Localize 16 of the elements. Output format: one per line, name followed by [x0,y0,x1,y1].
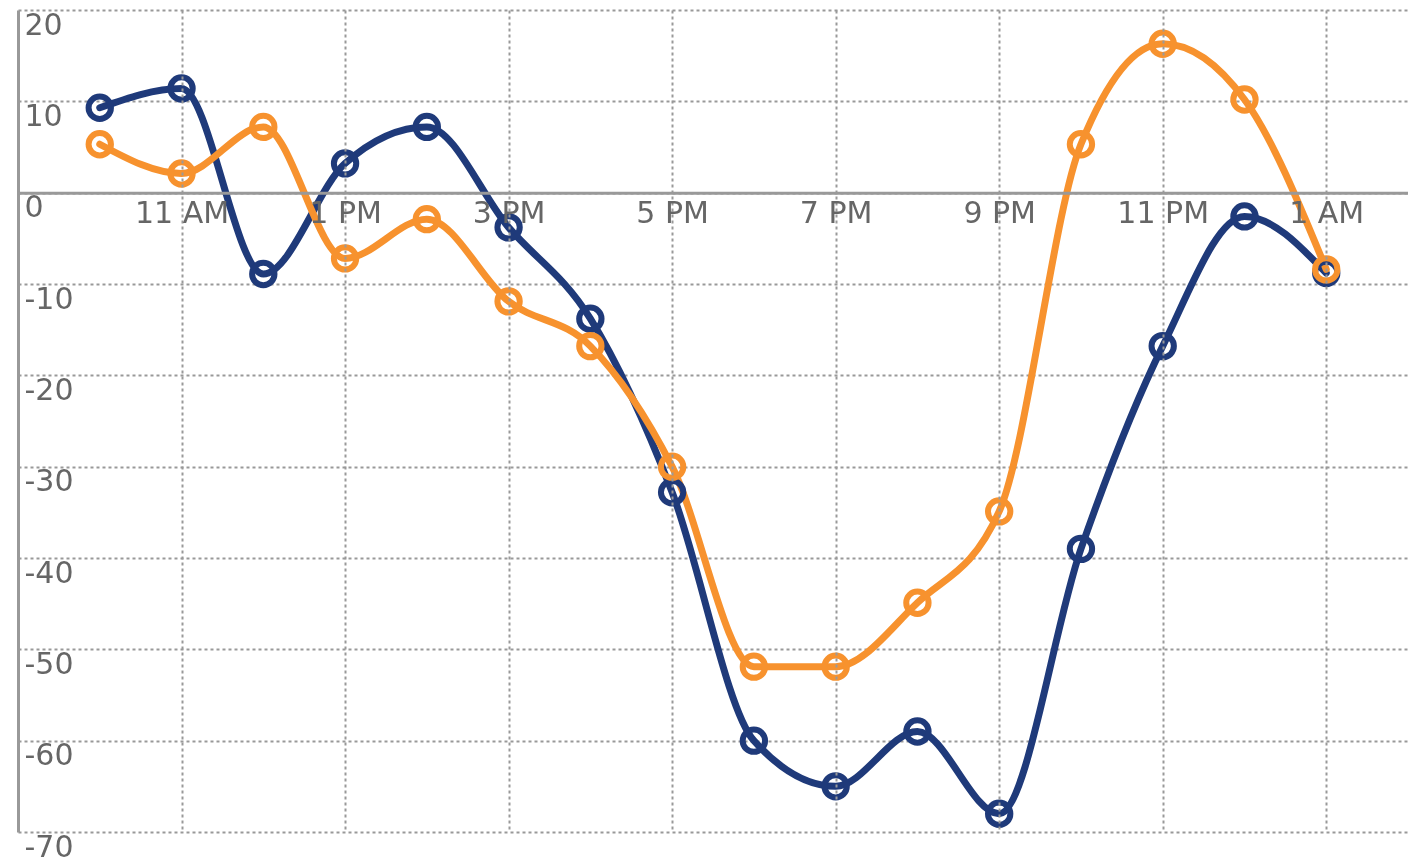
x-tick-label: 11 AM [134,195,230,231]
x-tick-label: 7 PM [799,195,873,231]
y-tick-label: -20 [24,371,74,407]
y-tick-label: -10 [24,280,74,316]
y-tick-label: -70 [24,828,74,864]
x-tick-label: 9 PM [963,195,1036,231]
y-tick-label: -30 [24,463,74,499]
x-tick-label: 11 PM [1117,195,1210,231]
y-tick-label: -50 [24,645,74,681]
y-tick-label: 0 [24,189,44,225]
y-tick-label: 20 [24,6,63,42]
y-tick-label: -60 [24,737,74,773]
y-tick-label: 10 [24,97,63,133]
x-tick-label: 3 PM [472,195,546,231]
y-tick-label: -40 [24,554,74,590]
x-tick-label: 5 PM [636,195,709,231]
